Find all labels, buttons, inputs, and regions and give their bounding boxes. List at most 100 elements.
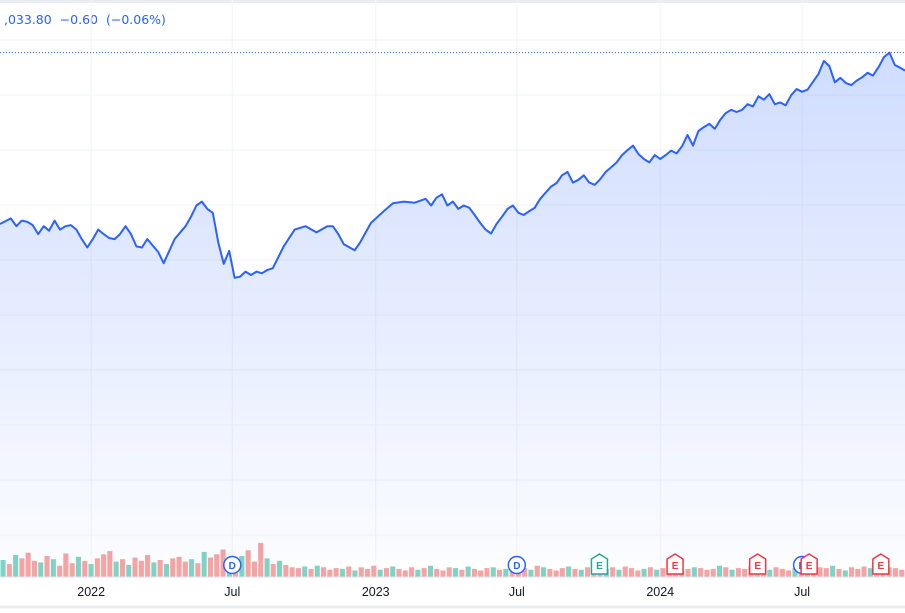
- volume-bar: [402, 570, 408, 577]
- volume-bar: [578, 569, 584, 577]
- volume-bar: [409, 567, 415, 577]
- price-area: [0, 52, 905, 560]
- volume-bar: [383, 568, 389, 577]
- volume-bar: [566, 566, 572, 577]
- volume-bar: [308, 568, 314, 577]
- event-marker-label: E: [877, 561, 884, 572]
- volume-bar: [289, 567, 295, 577]
- time-axis: 2022 Jul 2023 Jul 2024 Jul: [77, 585, 810, 599]
- volume-bar: [69, 563, 75, 577]
- volume-bar: [559, 568, 565, 577]
- volume-bar: [245, 550, 251, 577]
- volume-bar: [867, 568, 873, 577]
- earnings-event-marker[interactable]: E: [872, 553, 890, 575]
- volume-bar: [214, 554, 220, 577]
- volume-bar: [138, 560, 144, 577]
- volume-bar: [57, 565, 63, 577]
- volume-bar: [792, 568, 798, 577]
- earnings-marker-shape: [800, 553, 818, 575]
- volume-bar: [295, 568, 301, 577]
- volume-bar: [113, 561, 119, 577]
- earnings-event-marker[interactable]: E: [748, 553, 767, 575]
- dividend-event-marker[interactable]: D: [507, 555, 527, 575]
- volume-bar: [207, 557, 213, 577]
- x-tick-label: Jul: [224, 585, 240, 599]
- event-markers: DDEEEDEE: [223, 553, 890, 575]
- volume-bar: [88, 564, 94, 577]
- volume-bar: [396, 568, 402, 577]
- volume-bars: [0, 543, 905, 577]
- event-marker-label: E: [754, 561, 761, 572]
- volume-bar: [101, 554, 107, 577]
- x-tick-label: 2022: [77, 585, 105, 599]
- volume-bar: [314, 565, 320, 577]
- volume-bar: [377, 569, 383, 577]
- volume-bar: [189, 559, 195, 577]
- volume-bar: [264, 558, 270, 577]
- volume-bar: [321, 567, 327, 577]
- event-marker-label: E: [672, 561, 679, 572]
- earnings-event-marker[interactable]: E: [800, 553, 818, 575]
- volume-bar: [251, 561, 257, 577]
- volume-bar: [541, 567, 547, 577]
- volume-bar: [38, 562, 44, 577]
- volume-bar: [6, 564, 12, 577]
- volume-bar: [195, 563, 201, 577]
- volume-bar: [786, 570, 792, 577]
- volume-bar: [176, 556, 182, 577]
- volume-bar: [622, 566, 628, 577]
- volume-bar: [459, 569, 465, 577]
- event-marker-label: E: [596, 561, 603, 572]
- legend-change-percent: (−0.06%): [106, 12, 166, 27]
- volume-bar: [434, 568, 440, 577]
- volume-bar: [848, 567, 854, 577]
- dividend-marker-circle: [507, 555, 527, 575]
- price-line: [0, 51, 905, 279]
- volume-bar: [44, 556, 50, 577]
- volume-bar: [220, 549, 226, 577]
- volume-bar: [25, 552, 31, 577]
- volume-bar: [471, 568, 477, 577]
- volume-bar: [182, 561, 188, 577]
- volume-bar: [170, 558, 176, 577]
- volume-bar: [767, 569, 773, 577]
- top-border: [0, 0, 905, 3]
- price-legend: ,033.80 −0.60 (−0.06%): [4, 12, 170, 27]
- volume-bar: [453, 568, 459, 577]
- volume-bar: [270, 564, 276, 577]
- earnings-event-marker[interactable]: E: [666, 553, 684, 575]
- earnings-marker-shape: [748, 553, 767, 575]
- volume-bar: [358, 567, 364, 577]
- volume-bar: [836, 568, 842, 577]
- volume-bar: [31, 560, 37, 577]
- volume-bar: [503, 568, 509, 577]
- volume-bar: [478, 570, 484, 577]
- x-tick-label: Jul: [794, 585, 810, 599]
- volume-bar: [132, 557, 138, 577]
- volume-bar: [94, 558, 100, 577]
- volume-bar: [365, 568, 371, 577]
- earnings-marker-shape: [590, 553, 609, 575]
- volume-bar: [277, 560, 283, 577]
- volume-bar: [742, 568, 748, 577]
- volume-bar: [710, 568, 716, 577]
- volume-bar: [119, 559, 125, 577]
- earnings_past-event-marker[interactable]: E: [590, 553, 609, 575]
- volume-bar: [585, 567, 591, 577]
- legend-close-value: ,033.80: [4, 12, 52, 27]
- volume-bar: [151, 562, 157, 577]
- volume-bar: [415, 569, 421, 577]
- volume-bar: [691, 567, 697, 577]
- volume-bar: [446, 567, 452, 577]
- volume-bar: [855, 568, 861, 577]
- volume-bar: [547, 568, 553, 577]
- volume-bar: [654, 569, 660, 577]
- volume-bar: [553, 570, 559, 577]
- dividend-event-marker[interactable]: D: [223, 555, 242, 575]
- earnings-marker-shape: [872, 553, 890, 575]
- volume-bar: [616, 569, 622, 577]
- volume-bar: [861, 566, 867, 577]
- volume-bar: [50, 559, 56, 577]
- volume-bar: [522, 568, 528, 577]
